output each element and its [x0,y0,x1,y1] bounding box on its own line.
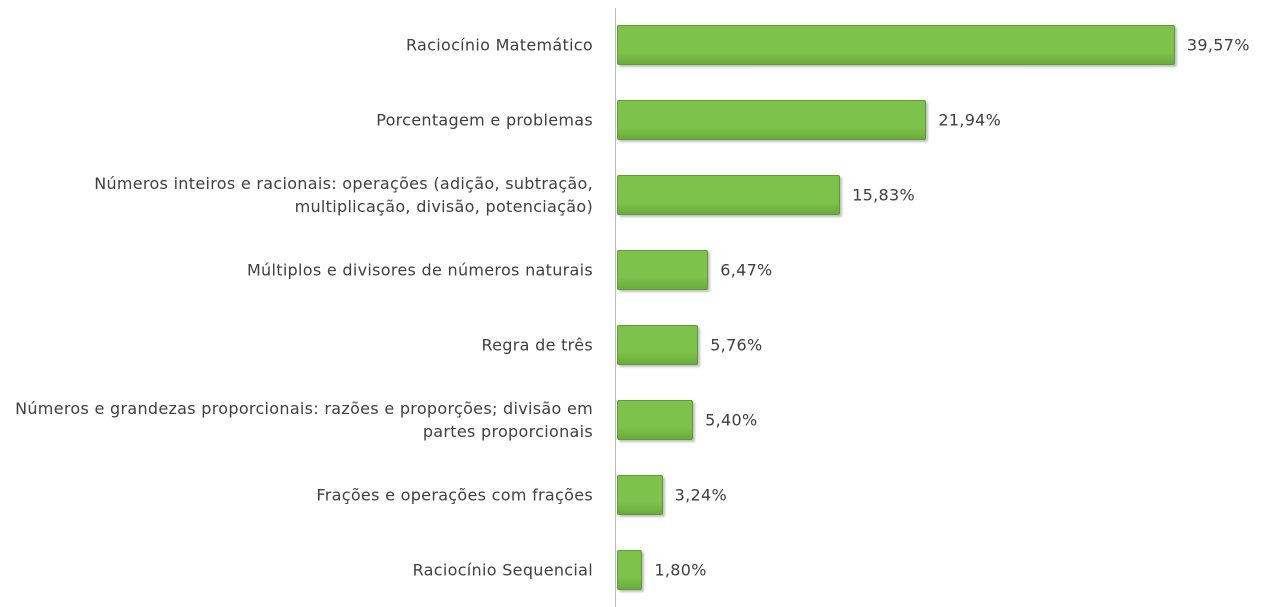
value-label: 3,24% [674,485,727,505]
bar [617,549,643,590]
category-label: Regra de três [481,335,593,355]
category-label: Números e grandezas proporcionais: razõe… [15,398,593,441]
axis-line [615,8,616,607]
value-label: 5,40% [705,410,758,430]
bar [617,100,927,141]
bar [617,399,694,440]
bar [617,175,841,216]
value-label: 5,76% [710,335,763,355]
category-label: Frações e operações com frações [316,485,593,505]
bar [617,250,709,291]
category-label: Múltiplos e divisores de números naturai… [246,260,593,280]
category-label: Raciocínio Matemático [405,35,593,55]
bar [617,25,1175,66]
category-label: Números inteiros e racionais: operações … [94,174,593,217]
bar [617,324,699,365]
value-label: 15,83% [852,185,915,205]
value-label: 39,57% [1186,35,1250,55]
value-label: 1,80% [654,560,707,580]
value-label: 21,94% [938,110,1002,130]
bar [617,474,663,515]
category-label: Porcentagem e problemas [376,110,593,130]
value-label: 6,47% [720,260,773,280]
category-label: Raciocínio Sequencial [412,560,593,580]
